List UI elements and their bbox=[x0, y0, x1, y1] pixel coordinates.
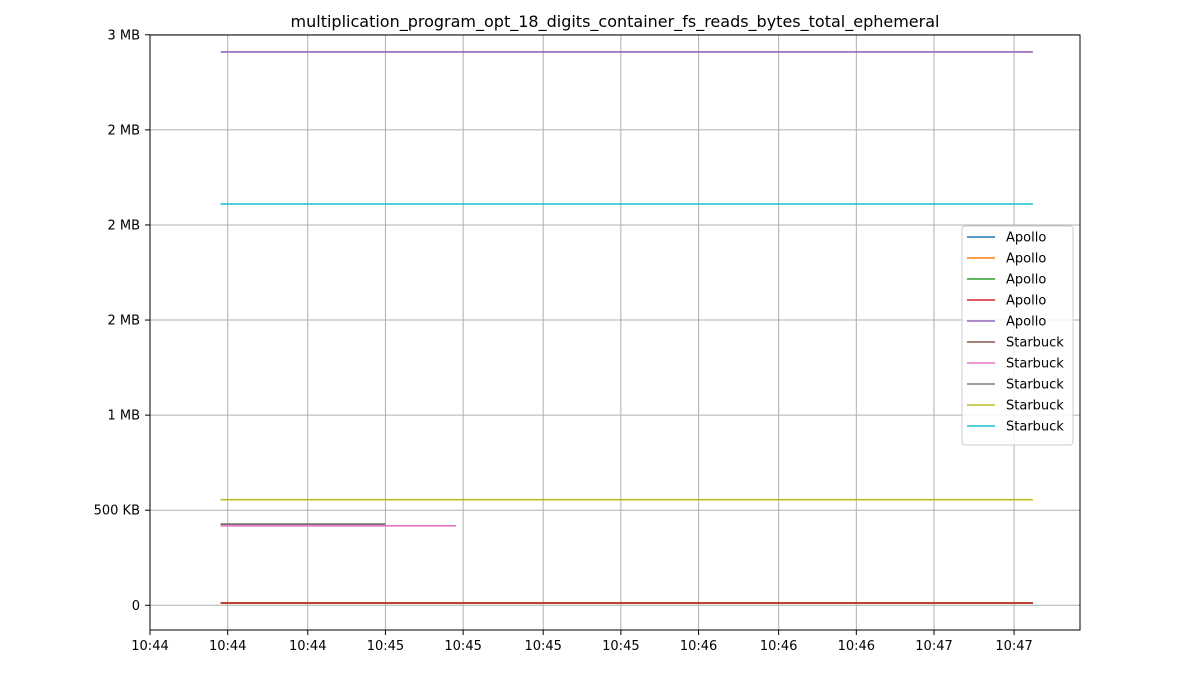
y-tick-label: 3 MB bbox=[107, 28, 140, 43]
legend: Apollo Apollo Apollo Apollo Apollo Starbuck St… bbox=[961, 225, 1074, 446]
x-axis: 10:44 10:44 10:44 10:45 10:45 10:45 10:45 10:46… bbox=[131, 630, 1033, 654]
x-tick-label: 10:45 bbox=[602, 639, 639, 654]
legend-label: Apollo bbox=[1006, 315, 1046, 330]
legend-label: Starbuck bbox=[1006, 357, 1064, 372]
y-tick-label: 2 MB bbox=[107, 123, 140, 138]
y-tick-label: 2 MB bbox=[107, 218, 140, 233]
x-tick-label: 10:44 bbox=[289, 639, 326, 654]
x-tick-label: 10:45 bbox=[524, 639, 561, 654]
series-lines bbox=[220, 51, 1033, 604]
y-tick-label: 1 MB bbox=[107, 409, 140, 424]
x-tick-label: 10:46 bbox=[680, 639, 717, 654]
chart-title: multiplication_program_opt_18_digits_con… bbox=[291, 12, 940, 32]
legend-label: Starbuck bbox=[1006, 378, 1064, 393]
legend-label: Apollo bbox=[1006, 273, 1046, 288]
x-tick-label: 10:47 bbox=[915, 639, 952, 654]
legend-label: Apollo bbox=[1006, 294, 1046, 309]
grid-lines bbox=[149, 34, 1080, 630]
legend-label: Apollo bbox=[1006, 231, 1046, 246]
x-tick-label: 10:45 bbox=[367, 639, 404, 654]
legend-label: Apollo bbox=[1006, 252, 1046, 267]
x-tick-label: 10:44 bbox=[209, 639, 246, 654]
x-tick-label: 10:46 bbox=[838, 639, 875, 654]
y-tick-label: 2 MB bbox=[107, 314, 140, 329]
x-tick-label: 10:46 bbox=[760, 639, 797, 654]
x-tick-label: 10:45 bbox=[444, 639, 481, 654]
x-tick-label: 10:44 bbox=[131, 639, 168, 654]
y-tick-label: 0 bbox=[132, 599, 140, 614]
y-tick-label: 500 KB bbox=[94, 504, 140, 519]
legend-label: Starbuck bbox=[1006, 399, 1064, 414]
legend-label: Starbuck bbox=[1006, 336, 1064, 351]
y-axis: 0 500 KB 1 MB 2 MB 2 MB 2 MB 3 MB bbox=[94, 28, 150, 614]
x-tick-label: 10:47 bbox=[995, 639, 1032, 654]
plot-area-frame bbox=[149, 34, 1081, 631]
legend-label: Starbuck bbox=[1006, 420, 1064, 435]
legend-frame bbox=[961, 225, 1074, 446]
